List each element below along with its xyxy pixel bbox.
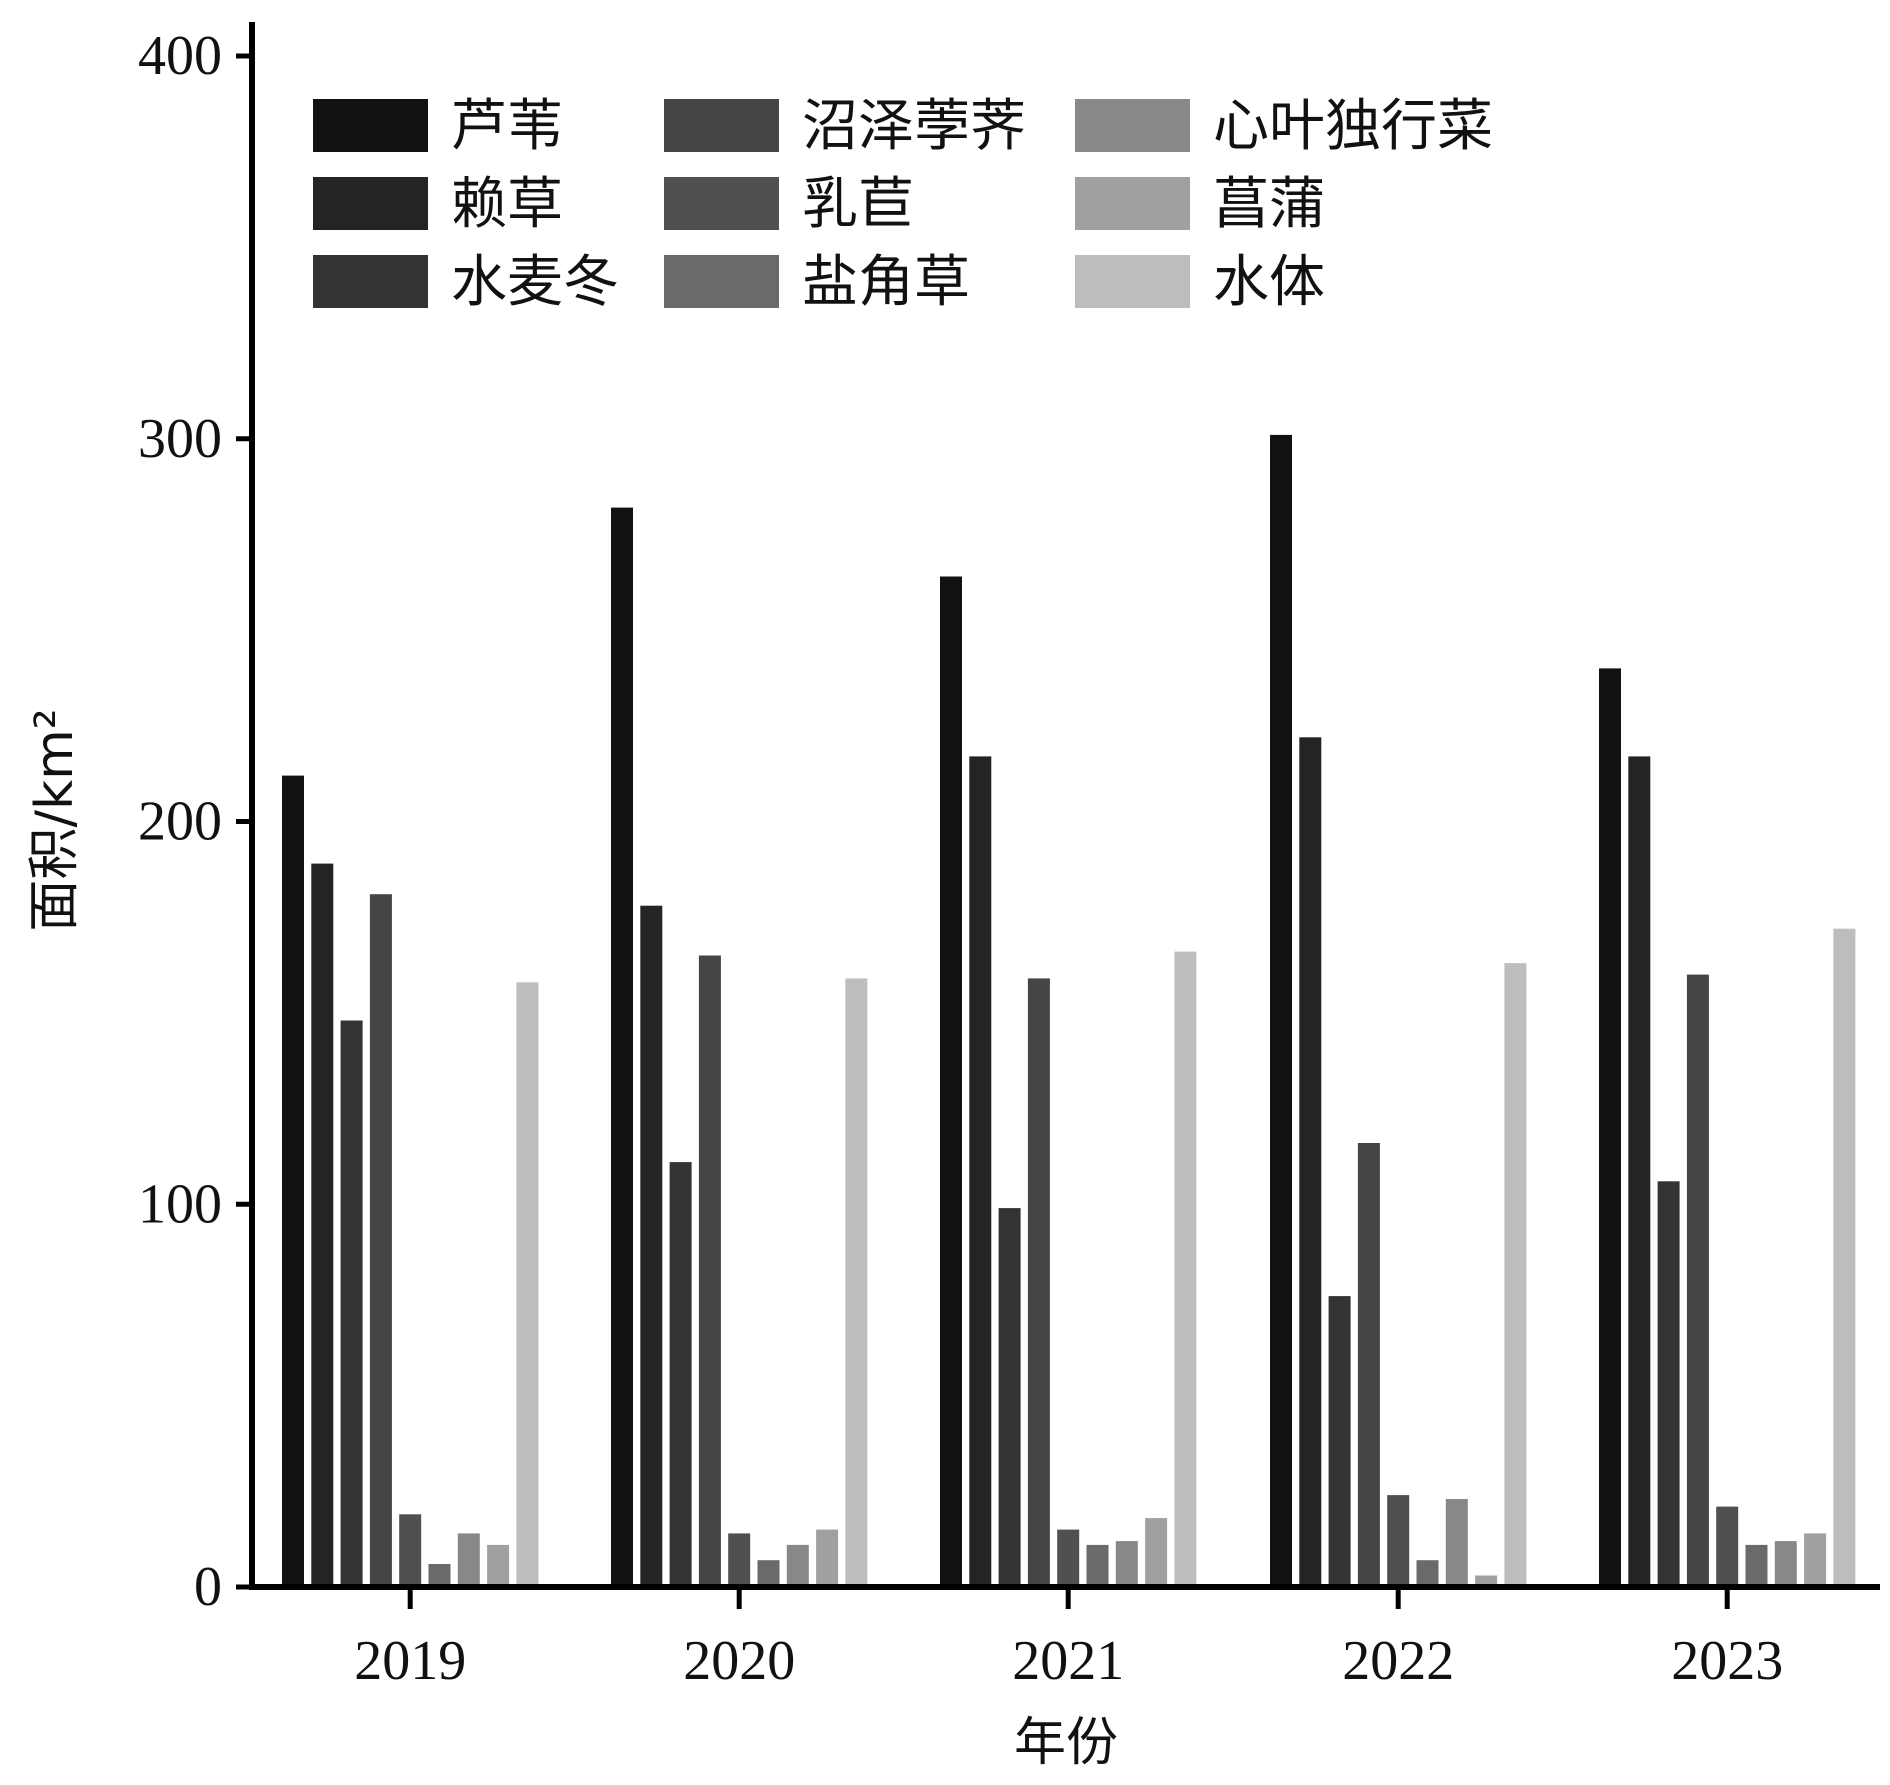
bar-2021-3 [998, 1208, 1021, 1587]
y-tick-label-0: 0 [194, 1556, 222, 1618]
bars-layer [282, 434, 1856, 1588]
legend-label-3: 水麦冬 [451, 250, 619, 315]
y-tick-label-200: 200 [138, 791, 222, 853]
legend-label-1: 芦苇 [451, 94, 563, 159]
bar-2019-5 [399, 1514, 422, 1587]
bar-2021-7 [1115, 1541, 1138, 1587]
legend-swatch-7 [1075, 99, 1190, 152]
bar-2019-2 [311, 863, 334, 1587]
x-axis-title: 年份 [1014, 1713, 1118, 1773]
bar-2023-3 [1657, 1181, 1680, 1587]
y-tick-label-300: 300 [138, 408, 222, 470]
legend-swatch-1 [313, 99, 428, 152]
bar-2020-4 [698, 955, 721, 1587]
bar-2021-6 [1086, 1544, 1109, 1587]
bar-2022-1 [1270, 434, 1292, 1587]
bar-2020-1 [611, 507, 633, 1588]
bar-2019-7 [457, 1533, 480, 1587]
legend-swatch-2 [313, 177, 428, 230]
y-tick-label-100: 100 [138, 1173, 222, 1235]
bar-2021-4 [1027, 978, 1050, 1587]
legend-swatch-4 [664, 99, 779, 152]
legend-swatch-9 [1075, 255, 1190, 308]
legend-label-4: 沼泽荸荠 [802, 94, 1026, 159]
bar-2023-2 [1628, 756, 1651, 1587]
bar-2020-5 [728, 1533, 751, 1587]
bar-2021-2 [969, 756, 992, 1587]
legend-label-8: 菖蒲 [1213, 172, 1325, 237]
bar-2022-8 [1475, 1575, 1498, 1587]
bar-2020-9 [845, 978, 868, 1587]
legend-swatch-5 [664, 177, 779, 230]
bar-2019-3 [340, 1020, 363, 1587]
bar-2020-8 [816, 1529, 839, 1587]
legend-swatch-6 [664, 255, 779, 308]
x-tick-label-2020: 2020 [683, 1630, 795, 1692]
axes-layer: 0 100 200 300 400 2019 2020 2021 2022 2023 [138, 22, 1880, 1692]
y-axis-title: 面积/km² [25, 708, 85, 931]
bar-2020-3 [669, 1162, 692, 1587]
legend-swatch-8 [1075, 177, 1190, 230]
bar-2022-3 [1328, 1296, 1351, 1587]
bar-2022-4 [1357, 1143, 1380, 1587]
bar-2020-6 [757, 1560, 780, 1587]
bar-2023-1 [1599, 668, 1621, 1587]
legend-label-6: 盐角草 [802, 250, 970, 315]
x-tick-label-2022: 2022 [1342, 1630, 1454, 1692]
legend-swatch-3 [313, 255, 428, 308]
bar-2019-8 [487, 1544, 510, 1587]
bar-2023-9 [1833, 928, 1856, 1587]
legend-label-9: 水体 [1213, 250, 1325, 315]
bar-2021-5 [1057, 1529, 1080, 1587]
bar-2022-2 [1299, 737, 1322, 1587]
x-tick-label-2023: 2023 [1671, 1630, 1783, 1692]
bar-2019-9 [516, 982, 539, 1587]
legend-label-7: 心叶独行菜 [1213, 94, 1493, 159]
x-tick-label-2021: 2021 [1012, 1630, 1124, 1692]
legend-label-2: 赖草 [451, 172, 563, 237]
bar-2021-8 [1145, 1518, 1168, 1587]
bar-2020-7 [786, 1544, 809, 1587]
x-tick-label-2019: 2019 [354, 1630, 466, 1692]
bar-2023-5 [1716, 1506, 1739, 1587]
bar-2019-4 [369, 894, 392, 1587]
bar-2022-7 [1445, 1499, 1468, 1587]
bar-2021-9 [1174, 951, 1197, 1587]
bar-2022-6 [1416, 1560, 1439, 1587]
bar-2019-1 [282, 775, 304, 1587]
bar-2021-1 [940, 576, 962, 1587]
bar-2020-2 [640, 905, 663, 1587]
bar-2023-7 [1774, 1541, 1797, 1587]
bar-2022-5 [1387, 1495, 1410, 1587]
bar-2023-6 [1745, 1544, 1768, 1587]
bar-2022-9 [1504, 963, 1527, 1587]
bar-2023-8 [1804, 1533, 1827, 1587]
y-tick-label-400: 400 [138, 25, 222, 87]
legend-label-5: 乳苣 [802, 172, 914, 237]
bar-2019-6 [428, 1564, 451, 1587]
bar-2023-4 [1686, 974, 1709, 1587]
